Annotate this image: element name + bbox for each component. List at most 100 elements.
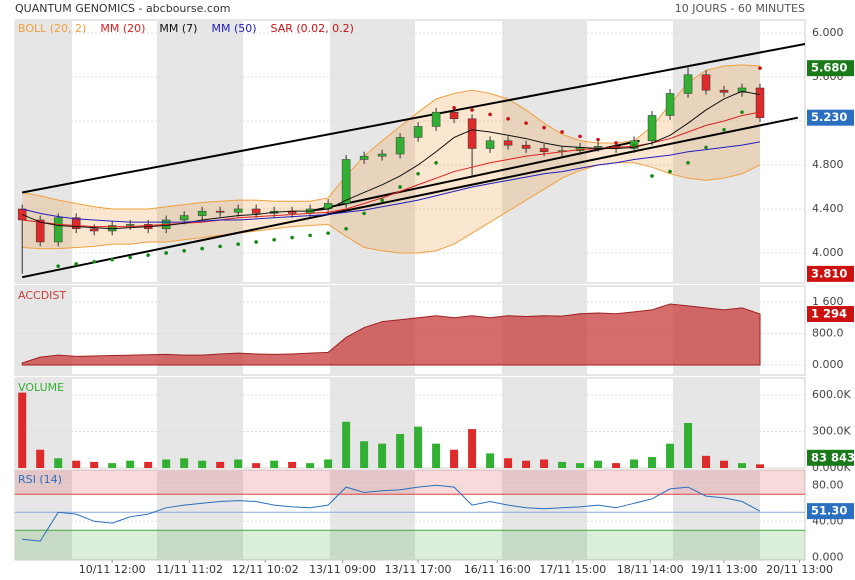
volume-bar (342, 421, 351, 468)
series-line (22, 111, 761, 228)
x-tick-label: 10/11 12:00 (79, 563, 146, 576)
series-line (22, 141, 761, 223)
badge-label: 1 294 (811, 307, 847, 321)
volume-bar (522, 460, 531, 468)
volume-bar (414, 426, 423, 468)
y-tick-label: 6.000 (812, 26, 844, 39)
volume-bar (468, 429, 477, 468)
candle-body (755, 87, 765, 118)
volume-bar (108, 463, 117, 468)
sar-dot (56, 264, 60, 268)
volume-bar (54, 458, 63, 468)
volume-bar (432, 443, 441, 468)
sar-dot (452, 105, 456, 110)
volume-bar (144, 461, 153, 468)
sar-dot (398, 185, 402, 189)
sar-dot (326, 231, 330, 235)
volume-bar (702, 455, 711, 468)
value-badge (807, 306, 854, 323)
sar-dot (524, 121, 528, 125)
sar-dot (236, 242, 240, 246)
legend-entry: BOLL (20, 2) (18, 22, 86, 35)
candle-body (53, 217, 63, 243)
sar-dot (488, 112, 492, 117)
volume-bar (90, 461, 99, 468)
candle-body (521, 144, 531, 149)
panel-title: RSI (14) (18, 473, 62, 486)
x-tick-label: 17/11 15:00 (539, 563, 606, 576)
volume-bar (288, 461, 297, 468)
sar-dot (200, 246, 204, 251)
candle-body (647, 115, 657, 142)
volume-bar (576, 463, 585, 468)
sar-dot (434, 160, 438, 165)
session-band (502, 378, 587, 468)
panel-title: ACCDIST (18, 289, 66, 302)
volume-bar (738, 463, 747, 468)
candle-body (35, 219, 45, 243)
candle-body (467, 118, 477, 149)
value-badge (807, 503, 854, 520)
volume-bar (234, 459, 243, 468)
volume-bar (666, 443, 675, 468)
x-tick-label: 16/11 16:00 (464, 563, 531, 576)
trend-line (22, 42, 806, 194)
candle-body (377, 153, 387, 157)
y-tick-label: 4.000 (812, 246, 844, 259)
series-line (22, 64, 761, 210)
badge-label: 83 843 (811, 450, 855, 464)
session-band (157, 20, 243, 283)
volume-bar (72, 460, 81, 468)
sar-dot (614, 141, 618, 145)
volume-bar (756, 464, 765, 468)
volume-bar (450, 449, 459, 468)
candle-body (683, 74, 693, 94)
legend-entry: SAR (0.02, 0.2) (271, 22, 354, 35)
sar-dot (218, 244, 222, 249)
x-tick-label: 19/11 13:00 (691, 563, 758, 576)
area (21, 303, 761, 366)
panel-title: VOLUME (18, 381, 64, 394)
x-tick-label: 13/11 17:00 (385, 563, 452, 576)
volume-bar (216, 461, 225, 468)
sar-dot (650, 174, 654, 178)
volume-bar (486, 453, 495, 468)
sar-dot (668, 169, 672, 174)
candle-body (503, 140, 513, 146)
sar-dot (686, 160, 690, 165)
y-tick-label: 0.000 (812, 358, 844, 371)
candle-body (89, 228, 99, 232)
volume-bar (504, 458, 513, 468)
volume-bar (126, 460, 135, 468)
volume-bar (540, 459, 549, 468)
candle-body (485, 140, 495, 149)
sar-dot (182, 248, 186, 253)
candle-body (341, 159, 351, 204)
x-tick-label: 18/11 14:00 (617, 563, 684, 576)
volume-bar (36, 449, 45, 468)
trend-line (309, 139, 640, 213)
y-tick-label: 600.0K (812, 388, 851, 401)
candle-body (719, 89, 729, 93)
volume-bar (558, 461, 567, 468)
candle-body (395, 137, 405, 155)
candle-body (701, 74, 711, 91)
x-tick-label: 11/11 11:02 (156, 563, 223, 576)
sar-dot (308, 233, 312, 238)
volume-bar (198, 460, 207, 468)
x-tick-label: 13/11 09:00 (309, 563, 376, 576)
candle-body (197, 210, 207, 216)
series-line (22, 484, 761, 542)
value-badge (807, 109, 854, 126)
y-tick-label: 1 600 (812, 295, 844, 308)
y-tick-label: 4.800 (812, 158, 844, 171)
candle-body (737, 87, 747, 93)
sar-dot (344, 226, 348, 231)
candle-body (179, 215, 189, 221)
sar-dot (470, 108, 474, 112)
sar-dot (110, 257, 114, 262)
volume-bar (720, 460, 729, 468)
sar-dot (416, 171, 420, 176)
legend-entry: MM (7) (159, 22, 197, 35)
